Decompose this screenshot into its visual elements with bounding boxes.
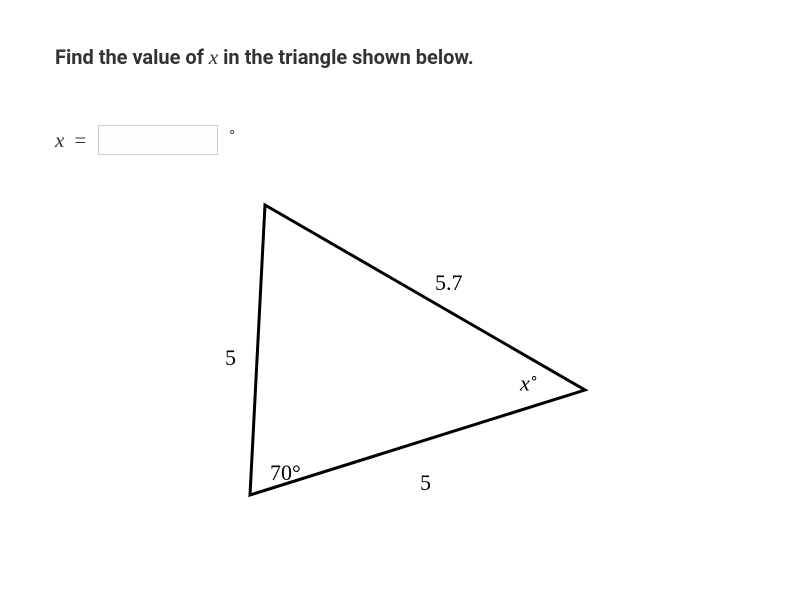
degree-symbol: ∘ [228,125,236,140]
prompt-pre: Find the value of [55,45,209,69]
question-prompt: Find the value of x in the triangle show… [55,45,474,70]
answer-row: x = ∘ [55,125,236,155]
triangle-svg [165,195,625,555]
triangle-figure: 5 5.7 5 70° x∘ [165,195,625,555]
angle-label-bottom: 70° [270,460,301,486]
angle-right-deg: ∘ [530,371,539,386]
side-label-bottom: 5 [420,470,431,496]
side-label-top-right: 5.7 [435,270,463,296]
triangle-polygon [250,205,585,495]
prompt-post: in the triangle shown below. [218,45,474,69]
angle-label-right: x∘ [520,370,539,396]
side-label-left: 5 [225,345,236,371]
answer-var: x [55,128,64,153]
prompt-var: x [209,45,218,69]
answer-input[interactable] [98,125,218,155]
angle-right-var: x [520,370,530,395]
answer-equals: = [74,128,86,153]
